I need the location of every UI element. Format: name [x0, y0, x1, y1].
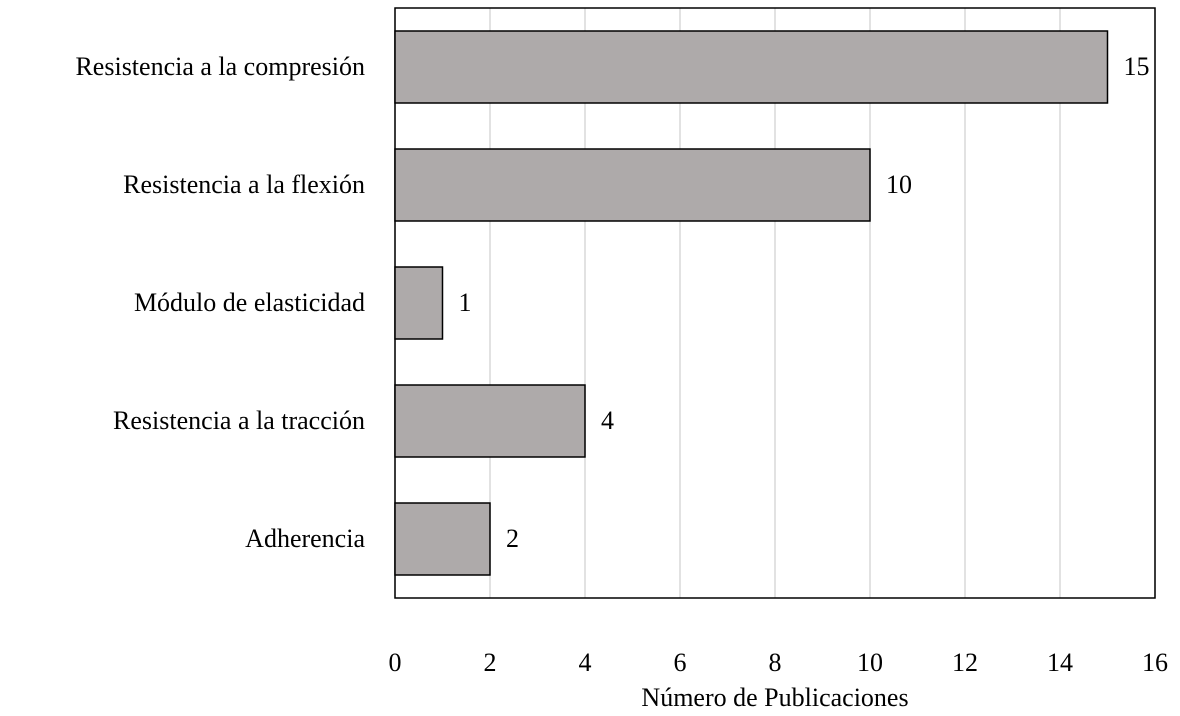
x-tick-label: 0 [389, 648, 402, 677]
x-tick-label: 10 [857, 648, 883, 677]
bar [394, 30, 1109, 104]
data-label: 15 [1124, 52, 1150, 81]
bar [394, 266, 444, 340]
y-tick-label: Resistencia a la tracción [113, 406, 365, 435]
x-tick-label: 12 [952, 648, 978, 677]
bar [394, 502, 491, 576]
y-tick-label: Resistencia a la compresión [75, 52, 365, 81]
data-label: 2 [506, 524, 519, 553]
y-tick-label: Adherencia [245, 524, 365, 553]
x-axis-label: Número de Publicaciones [641, 683, 908, 712]
data-label: 4 [601, 406, 614, 435]
data-label: 1 [459, 288, 472, 317]
y-tick-label: Módulo de elasticidad [134, 288, 365, 317]
x-tick-label: 16 [1142, 648, 1168, 677]
x-tick-label: 14 [1047, 648, 1073, 677]
x-tick-label: 2 [484, 648, 497, 677]
x-tick-label: 6 [674, 648, 687, 677]
bar [394, 148, 871, 222]
data-label: 10 [886, 170, 912, 199]
x-tick-label: 8 [769, 648, 782, 677]
x-tick-label: 4 [579, 648, 592, 677]
y-tick-label: Resistencia a la flexión [123, 170, 365, 199]
bar [394, 384, 586, 458]
